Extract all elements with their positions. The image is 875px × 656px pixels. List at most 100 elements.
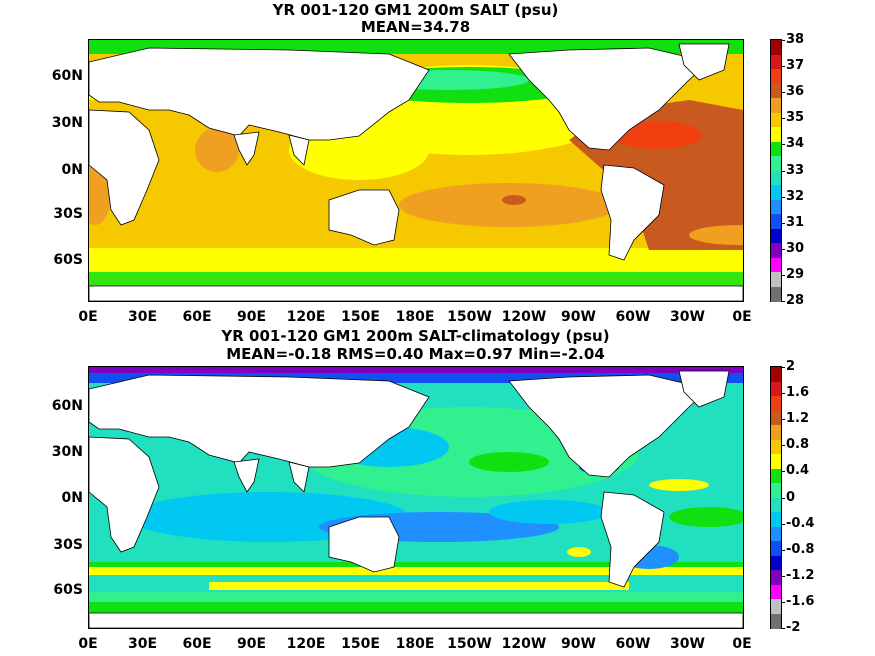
panel2-colorbar-tick — [781, 575, 785, 577]
panel2-colorbar-tick — [781, 549, 785, 551]
panel2-colorbar-tick — [781, 523, 785, 525]
panel1-ylabel: 60S — [53, 252, 83, 268]
panel2-xlabel: 30E — [127, 636, 158, 652]
panel2-colorbar-segment — [771, 555, 781, 571]
panel2-colorbar-label: -0.8 — [786, 541, 815, 557]
panel2-xlabel: 90E — [236, 636, 267, 652]
panel1-colorbar-tick — [781, 170, 785, 172]
panel2-colorbar-segment — [771, 483, 781, 498]
panel2-xlabel: 60E — [182, 636, 212, 652]
panel2-colorbar-segment — [771, 570, 781, 585]
panel2-subtitle: MEAN=-0.18 RMS=0.40 Max=0.97 Min=-2.04 — [226, 345, 605, 363]
panel1-xlabel: 120W — [501, 309, 547, 325]
panel2-colorbar-tick — [781, 601, 785, 603]
panel1-xlabel: 0E — [732, 309, 752, 325]
panel1-title: YR 001-120 GM1 200m SALT (psu) — [272, 1, 559, 19]
panel1-xlabel: 150W — [447, 309, 492, 325]
panel2-colorbar-segment — [771, 599, 781, 614]
panel1-colorbar-label: 28 — [786, 293, 805, 308]
panel2-colorbar — [770, 366, 782, 629]
panel1-colorbar-segment — [771, 185, 781, 200]
panel2-colorbar-segment — [771, 512, 781, 527]
panel1-xlabel: 180E — [395, 309, 435, 325]
panel2-colorbar-tick — [781, 471, 785, 473]
panel1-xlabel: 150E — [341, 309, 380, 325]
panel1-colorbar-segment — [771, 69, 781, 84]
panel2-ylabel: 0N — [61, 490, 83, 506]
panel1-ylabel: 30S — [53, 206, 83, 222]
panel2-ylabel: 30N — [51, 444, 83, 460]
panel2-anomaly-field — [89, 367, 743, 628]
panel1-colorbar-segment — [771, 170, 781, 186]
panel1-colorbar-segment — [771, 228, 781, 244]
panel1-colorbar-segment — [771, 40, 781, 55]
panel1-map — [88, 39, 744, 302]
panel1-xlabel: 30E — [127, 309, 158, 325]
panel1-xlabel: 30W — [670, 309, 705, 325]
panel1-colorbar-segment — [771, 272, 781, 287]
panel1-colorbar-segment — [771, 156, 781, 171]
panel1-colorbar-segment — [771, 83, 781, 99]
panel1-colorbar-tick — [781, 144, 785, 146]
panel1-colorbar-tick — [781, 40, 785, 41]
panel1-colorbar-label: 38 — [786, 32, 805, 47]
panel2-colorbar-label: -1.2 — [786, 567, 815, 583]
panel1-colorbar-tick — [781, 248, 785, 250]
panel1-colorbar-segment — [771, 98, 781, 113]
panel1-colorbar-segment — [771, 257, 781, 273]
panel2-colorbar-segment — [771, 396, 781, 411]
panel1-colorbar-label: 36 — [786, 84, 805, 100]
panel2-xlabel: 0E — [78, 636, 98, 652]
panel2-ylabel: 60N — [51, 398, 83, 414]
panel1-colorbar-segment — [771, 286, 781, 302]
panel2-colorbar-label: 0.4 — [786, 463, 810, 479]
panel1-colorbar-segment — [771, 112, 781, 128]
panel1-xlabel: 120E — [286, 309, 326, 325]
panel1-colorbar-label: 30 — [786, 240, 805, 256]
panel1-colorbar-segment — [771, 214, 781, 229]
panel2-title: YR 001-120 GM1 200m SALT-climatology (ps… — [221, 327, 610, 345]
panel1-colorbar-label: 31 — [786, 214, 805, 230]
panel1-ylabel: 0N — [61, 162, 83, 178]
panel2-colorbar-tick — [781, 419, 785, 421]
panel2-colorbar-tick — [781, 367, 785, 368]
panel2-colorbar-segment — [771, 526, 781, 542]
panel2-colorbar-segment — [771, 584, 781, 600]
panel2-colorbar-segment — [771, 454, 781, 469]
panel2-colorbar-segment — [771, 381, 781, 397]
panel1-colorbar-segment — [771, 141, 781, 157]
panel2-xlabel: 0E — [732, 636, 752, 652]
panel2-colorbar-segment — [771, 439, 781, 455]
panel1-colorbar-label: 37 — [786, 58, 805, 74]
panel2-colorbar-segment — [771, 468, 781, 484]
panel2-map — [88, 366, 744, 629]
panel2-colorbar-segment — [771, 497, 781, 513]
panel1-salinity-field — [89, 40, 743, 301]
panel2-xlabel: 120E — [286, 636, 326, 652]
panel1-xlabel: 0E — [78, 309, 98, 325]
panel1-xlabel: 90W — [561, 309, 596, 325]
panel2-colorbar-label: 1.6 — [786, 385, 810, 401]
panel2-xlabel: 150W — [447, 636, 492, 652]
panel1-xlabel: 60W — [615, 309, 651, 325]
panel2-colorbar-segment — [771, 410, 781, 426]
panel1-colorbar-tick — [781, 301, 785, 302]
panel2-ylabel: 60S — [53, 582, 83, 598]
panel1-colorbar-segment — [771, 199, 781, 215]
panel1-colorbar-label: 29 — [786, 266, 805, 282]
panel1-colorbar-tick — [781, 222, 785, 224]
panel1-colorbar-tick — [781, 118, 785, 120]
panel2-colorbar-tick — [781, 445, 785, 447]
panel2-ylabel: 30S — [53, 537, 83, 553]
panel2-xlabel: 180E — [395, 636, 435, 652]
panel2-colorbar-segment — [771, 425, 781, 440]
panel2-colorbar-tick — [781, 497, 785, 499]
panel1-colorbar-label: 32 — [786, 188, 805, 204]
panel2-xlabel: 120W — [501, 636, 547, 652]
panel2-colorbar-label: 0.8 — [786, 437, 810, 453]
panel2-xlabel: 30W — [670, 636, 705, 652]
panel2-colorbar-segment — [771, 613, 781, 629]
panel2-colorbar-segment — [771, 541, 781, 556]
panel1-colorbar-segment — [771, 243, 781, 258]
panel1-ylabel: 30N — [51, 115, 83, 131]
